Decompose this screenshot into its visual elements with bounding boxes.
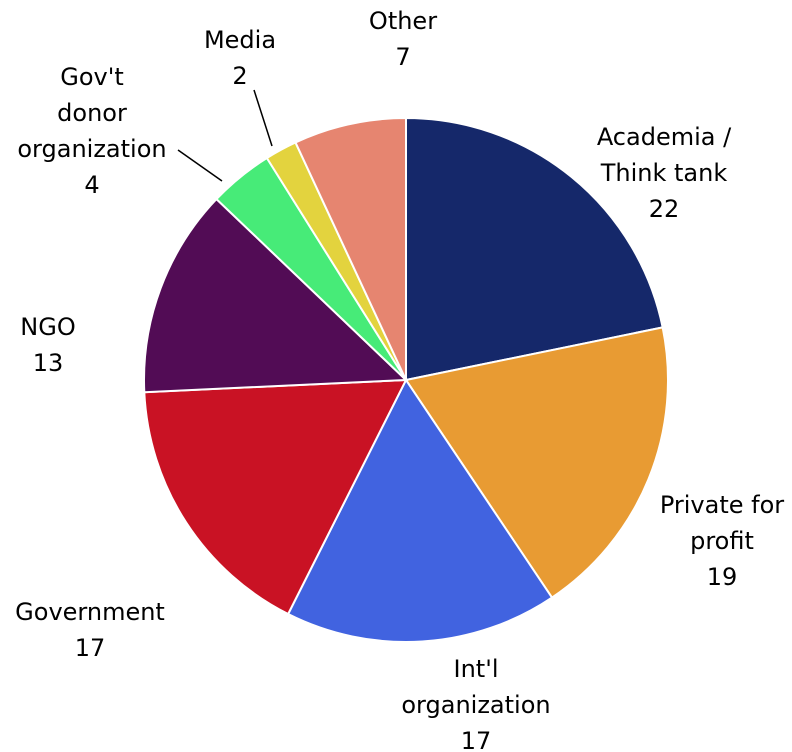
slice-label-text: organization xyxy=(17,135,166,163)
slice-label-private-for-profit: Private for profit 19 xyxy=(660,491,784,591)
slice-label-text: profit xyxy=(690,527,754,555)
slice-private-for-profit xyxy=(404,326,669,599)
leader-line-media xyxy=(253,89,273,147)
slice-value-label: 2 xyxy=(232,62,247,90)
slice-value-label: 13 xyxy=(33,349,64,377)
slice-label-government: Government 17 xyxy=(15,598,165,662)
slice-other xyxy=(294,116,407,381)
slice-value-label: 4 xyxy=(84,171,99,199)
slice-ngo xyxy=(143,197,409,394)
leader-line-gov-t-donor-organization xyxy=(177,149,223,182)
slice-label-other: Other 7 xyxy=(369,7,437,71)
slice-value-label: 17 xyxy=(461,727,492,752)
slice-label-text: Media xyxy=(204,26,276,54)
slice-label-text: Int'l xyxy=(454,655,499,683)
slice-value-label: 17 xyxy=(75,634,106,662)
slice-label-text: Think tank xyxy=(600,159,728,187)
slice-label-int-l-organization: Int'l organization 17 xyxy=(401,655,550,752)
slice-labels: Academia / Think tank 22 Private for profit 1… xyxy=(15,7,784,752)
slice-label-gov-t-donor-organization: Gov't donor organization 4 xyxy=(17,63,166,199)
slice-value-label: 7 xyxy=(395,43,410,71)
slice-label-text: Government xyxy=(15,598,165,626)
slice-label-text: Academia / xyxy=(597,123,732,151)
pie-slices xyxy=(143,116,669,643)
slice-label-academia-think-tank: Academia / Think tank 22 xyxy=(597,123,732,223)
slice-academia-think-tank xyxy=(405,116,664,382)
slice-label-text: Other xyxy=(369,7,437,35)
slice-value-label: 19 xyxy=(707,563,738,591)
slice-int-l-organization xyxy=(286,378,554,643)
leader-lines xyxy=(177,89,273,182)
slice-label-text: NGO xyxy=(20,313,75,341)
slice-label-text: donor xyxy=(57,99,127,127)
slice-value-label: 22 xyxy=(649,195,680,223)
slice-label-text: Gov't xyxy=(60,63,124,91)
slice-label-ngo: NGO 13 xyxy=(20,313,75,377)
slice-label-text: Private for xyxy=(660,491,784,519)
slice-government xyxy=(143,378,408,616)
slice-label-text: organization xyxy=(401,691,550,719)
slice-label-media: Media 2 xyxy=(204,26,276,90)
